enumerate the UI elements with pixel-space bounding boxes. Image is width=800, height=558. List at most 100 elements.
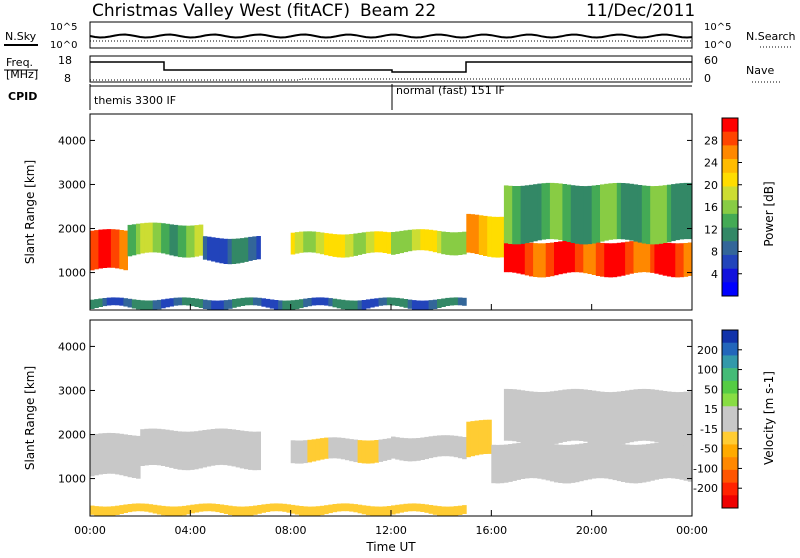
velocity-cell — [361, 505, 367, 515]
power-cell — [658, 241, 664, 275]
velocity-cell — [600, 441, 605, 479]
power-ytick-label: 1000 — [58, 267, 86, 280]
velocity-cell — [115, 505, 120, 515]
power-cell — [583, 186, 588, 245]
velocity-cell — [290, 440, 296, 464]
velocity-cell — [328, 504, 333, 514]
velocity-cell — [307, 506, 312, 516]
power-cell — [508, 240, 513, 273]
velocity-cell — [169, 430, 174, 468]
power-cell — [370, 298, 375, 308]
power-cell — [198, 299, 204, 308]
velocity-cell — [646, 389, 651, 441]
power-cell — [662, 242, 668, 276]
velocity-cell — [219, 504, 225, 513]
velocity-cell — [570, 388, 576, 441]
velocity-cell — [462, 437, 467, 460]
colorbar-tick-label: -15 — [700, 423, 718, 436]
velocity-cell — [641, 444, 647, 483]
power-cell — [265, 298, 271, 308]
velocity-cell — [612, 442, 618, 481]
power-cell — [357, 300, 363, 310]
velocity-cell — [240, 506, 246, 516]
velocity-cell — [315, 438, 321, 461]
velocity-cell — [403, 438, 409, 462]
velocity-cell — [353, 504, 358, 513]
velocity-cell — [374, 440, 379, 463]
velocity-cell — [349, 503, 354, 512]
velocity-cell — [633, 389, 639, 442]
colorbar-tick-label: -200 — [693, 482, 718, 495]
power-cell — [161, 223, 166, 254]
power-cell — [353, 300, 358, 310]
power-cell — [324, 297, 329, 306]
velocity-cell — [579, 443, 584, 482]
power-cell — [604, 183, 609, 241]
power-cell — [90, 230, 95, 271]
velocity-cell — [236, 506, 241, 516]
velocity-cell — [248, 506, 254, 516]
colorbar-swatch — [722, 172, 738, 187]
colorbar-swatch — [722, 368, 738, 382]
power-cell — [386, 297, 392, 306]
velocity-cell — [378, 506, 384, 516]
velocity-cell — [182, 505, 187, 516]
freq-panel: Freq. [MHz] 18 8 60 0 Nave — [4, 54, 780, 85]
power-cell — [286, 300, 292, 310]
colorbar-tick-label: 12 — [704, 223, 718, 236]
power-cell — [303, 231, 308, 253]
power-cell — [453, 297, 459, 306]
velocity-cell — [395, 504, 400, 514]
power-cell — [537, 183, 542, 241]
power-cell — [595, 185, 601, 243]
velocity-cell — [608, 442, 613, 480]
velocity-cell — [386, 438, 392, 460]
velocity-cell — [675, 392, 680, 446]
velocity-cell — [152, 504, 158, 514]
velocity-cell — [391, 505, 396, 515]
power-cell — [604, 243, 609, 278]
velocity-cell — [541, 392, 547, 446]
velocity-cell — [541, 442, 547, 480]
freq-tick-top: 18 — [58, 54, 72, 67]
velocity-axes: 1000 2000 3000 4000 00:00 04:00 08:00 12:00 16:0… — [58, 340, 708, 537]
power-cell — [231, 238, 237, 264]
power-cell — [437, 231, 442, 254]
colorbar-swatch — [722, 213, 738, 228]
velocity-cell — [662, 391, 668, 445]
power-cell — [345, 300, 350, 310]
power-panel: 1000 2000 3000 4000 Slant Range [km] — [23, 113, 693, 311]
power-cell — [671, 184, 676, 242]
cpid-mode-normal: normal (fast) 151 IF — [396, 84, 505, 97]
velocity-cell — [253, 505, 258, 515]
time-xlabel: Time UT — [365, 540, 416, 554]
power-cell — [257, 297, 262, 306]
velocity-cell — [173, 506, 179, 516]
power-cell — [646, 240, 651, 273]
velocity-xtick-label: 20:00 — [576, 524, 608, 537]
velocity-cell — [299, 440, 304, 464]
velocity-cell — [140, 429, 145, 466]
power-cell — [566, 240, 572, 273]
power-cell — [587, 185, 593, 245]
velocity-cell — [662, 441, 668, 479]
velocity-cell — [650, 443, 655, 481]
velocity-cell — [508, 444, 513, 482]
power-cell — [675, 183, 680, 241]
velocity-cell — [102, 506, 108, 516]
velocity-cell — [399, 437, 404, 461]
power-cell — [324, 233, 329, 256]
power-cell — [537, 243, 542, 278]
power-cell — [395, 231, 400, 254]
velocity-cell — [420, 503, 425, 512]
power-cell — [650, 240, 655, 273]
power-cell — [194, 225, 200, 257]
velocity-cell — [424, 436, 429, 460]
velocity-cell — [671, 441, 676, 479]
power-cell — [115, 297, 120, 306]
power-cell — [244, 237, 249, 262]
velocity-cell — [106, 506, 112, 516]
velocity-cell — [386, 506, 392, 516]
velocity-cell — [282, 503, 287, 512]
colorbar-swatch — [722, 118, 738, 132]
